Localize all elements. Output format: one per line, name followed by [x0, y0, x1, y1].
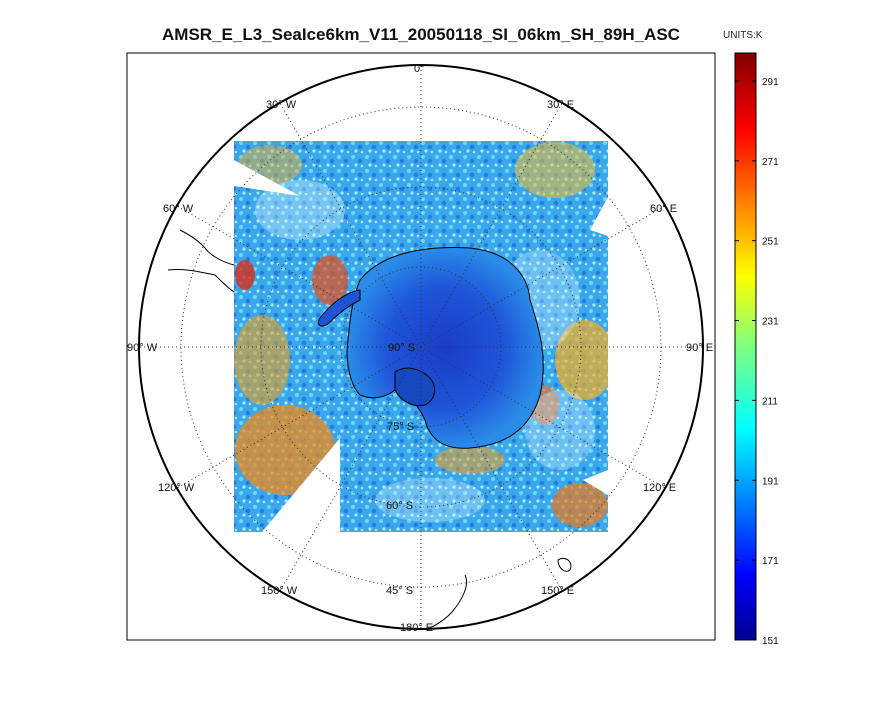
colorbar-units-label: UNITS:K	[723, 30, 763, 41]
colorbar-tick-label: 151	[762, 636, 779, 647]
colorbar-tick-label: 191	[762, 476, 779, 487]
label-90s: 90° S	[388, 342, 415, 354]
colorbar-tick-label: 231	[762, 317, 779, 328]
colorbar-tick-label: 291	[762, 77, 779, 88]
label-120w: 120° W	[158, 482, 195, 494]
map-boundary-circle	[138, 64, 704, 630]
label-150e: 150° E	[541, 585, 574, 597]
label-60w: 60° W	[163, 203, 194, 215]
label-75s: 75° S	[387, 421, 414, 433]
colorbar-ticks: 151 171 191 211 231 251 271 291	[735, 77, 779, 647]
antarctica-outline	[346, 247, 544, 449]
new-zealand-coast	[429, 574, 467, 629]
label-180: 180° E	[400, 622, 433, 634]
colorbar-tick-label: 171	[762, 556, 779, 567]
map-title: AMSR_E_L3_SeaIce6km_V11_20050118_SI_06km…	[162, 25, 680, 44]
colorbar-tick-label: 251	[762, 237, 779, 248]
label-45s: 45° S	[386, 585, 413, 597]
label-0: 0°	[414, 63, 425, 75]
brightness-temperature-swath	[234, 141, 608, 532]
colorbar	[734, 52, 757, 641]
label-60e: 60° E	[650, 203, 677, 215]
graticule	[139, 65, 703, 629]
label-60s: 60° S	[386, 500, 413, 512]
colorbar-tick-label: 211	[762, 396, 778, 407]
label-120e: 120° E	[643, 482, 676, 494]
label-90w: 90° W	[127, 342, 158, 354]
label-30w: 30° W	[266, 99, 297, 111]
label-90e: 90° E	[686, 342, 713, 354]
label-30e: 30° E	[547, 99, 574, 111]
south-america-coast	[167, 269, 235, 293]
label-150w: 150° W	[261, 585, 298, 597]
colorbar-tick-label: 271	[762, 157, 779, 168]
